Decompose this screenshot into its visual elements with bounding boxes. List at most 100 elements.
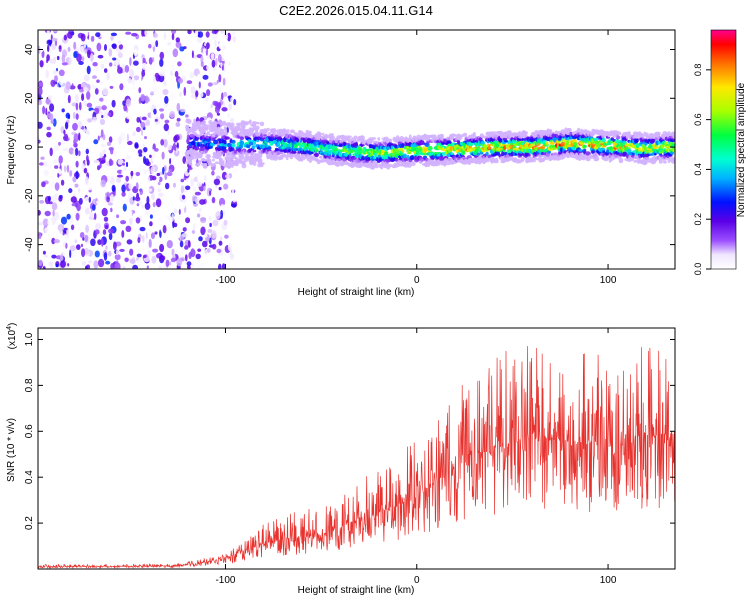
noise-cell: [129, 209, 133, 217]
signal-cell: [549, 141, 555, 145]
noise-cell: [42, 105, 46, 115]
signal-cell: [485, 151, 489, 156]
signal-cell: [202, 158, 208, 162]
noise-cell: [231, 43, 237, 53]
noise-cell: [53, 159, 58, 164]
noise-cell: [132, 264, 138, 269]
noise-cell: [99, 231, 103, 236]
noise-cell: [103, 134, 106, 141]
noise-cell: [193, 223, 196, 231]
noise-cell: [165, 259, 170, 267]
noise-cell: [148, 238, 152, 248]
noise-cell: [199, 199, 206, 205]
noise-cell: [66, 213, 71, 220]
signal-cell: [573, 142, 578, 146]
colorbar-tick-label: 0.6: [693, 113, 703, 126]
noise-cell: [166, 143, 172, 151]
spectrogram-x-ticks: -100 0 100: [215, 30, 617, 286]
noise-cell: [231, 203, 237, 208]
noise-cell: [136, 116, 140, 123]
noise-cell: [126, 239, 133, 245]
noise-cell: [138, 97, 142, 104]
noise-cell: [151, 42, 156, 48]
noise-cell: [63, 165, 67, 173]
noise-cell: [60, 253, 64, 262]
noise-cell: [227, 32, 231, 42]
signal-cell: [438, 151, 442, 155]
noise-cell: [186, 265, 191, 269]
noise-cell: [110, 148, 114, 155]
noise-cell: [178, 208, 181, 215]
noise-cell: [92, 61, 98, 67]
noise-cell: [221, 65, 224, 71]
noise-cell: [73, 41, 77, 50]
signal-cell: [501, 151, 505, 157]
noise-cell: [141, 116, 147, 121]
noise-cell: [66, 229, 70, 235]
signal-cell: [251, 145, 256, 150]
noise-cell: [63, 133, 69, 141]
noise-cell: [151, 193, 155, 201]
noise-cell: [175, 37, 180, 43]
signal-cell: [215, 134, 219, 138]
noise-cell: [221, 107, 228, 112]
noise-cell: [70, 224, 75, 231]
signal-cell: [213, 139, 219, 145]
signal-cell: [443, 145, 447, 149]
noise-cell: [125, 161, 129, 168]
noise-cell: [199, 91, 204, 98]
noise-cell: [129, 69, 135, 78]
noise-cell: [51, 37, 58, 42]
noise-cell: [45, 69, 49, 79]
signal-cell: [651, 138, 656, 142]
noise-cell: [121, 184, 126, 193]
noise-cell: [101, 238, 104, 247]
signal-cell: [224, 131, 228, 136]
noise-cell: [88, 196, 92, 203]
noise-cell: [136, 126, 141, 133]
noise-cell: [50, 195, 58, 203]
signal-cell: [195, 162, 201, 167]
noise-cell: [129, 248, 134, 256]
noise-cell: [222, 45, 227, 50]
noise-cell: [205, 47, 209, 56]
noise-cell: [46, 131, 52, 138]
signal-cell: [652, 145, 659, 150]
noise-cell: [152, 202, 156, 208]
noise-cell: [161, 151, 165, 160]
noise-cell: [117, 159, 124, 165]
noise-cell: [133, 60, 139, 66]
noise-cell: [66, 164, 70, 173]
signal-cell: [334, 148, 339, 151]
noise-cell: [221, 263, 226, 269]
spectrogram-plot: -100 0 100 -40 -20 0 20 40 Height of straight …: [6, 29, 676, 298]
noise-cell: [97, 135, 100, 141]
signal-cell: [198, 123, 202, 127]
noise-cell: [232, 35, 237, 43]
noise-cell: [121, 230, 125, 238]
noise-cell: [162, 166, 165, 175]
noise-cell: [105, 224, 109, 230]
noise-cell: [139, 164, 146, 172]
noise-cell: [218, 263, 222, 269]
noise-cell: [194, 30, 199, 38]
noise-cell: [155, 40, 159, 48]
noise-cell: [59, 225, 62, 234]
noise-cell: [204, 175, 207, 182]
noise-cell: [58, 155, 63, 164]
signal-cell: [620, 158, 624, 163]
noise-cell: [117, 40, 122, 46]
noise-cell: [198, 207, 202, 213]
noise-cell: [142, 235, 145, 243]
noise-cell: [101, 114, 104, 119]
noise-cell: [145, 119, 150, 126]
noise-cell: [175, 147, 178, 154]
noise-cell: [182, 203, 186, 209]
noise-cell: [42, 218, 49, 227]
noise-cell: [78, 150, 81, 157]
signal-cell: [231, 139, 236, 144]
noise-cell: [46, 54, 50, 62]
signal-cell: [405, 142, 409, 146]
signal-cell: [221, 146, 227, 149]
noise-cell: [72, 149, 76, 156]
